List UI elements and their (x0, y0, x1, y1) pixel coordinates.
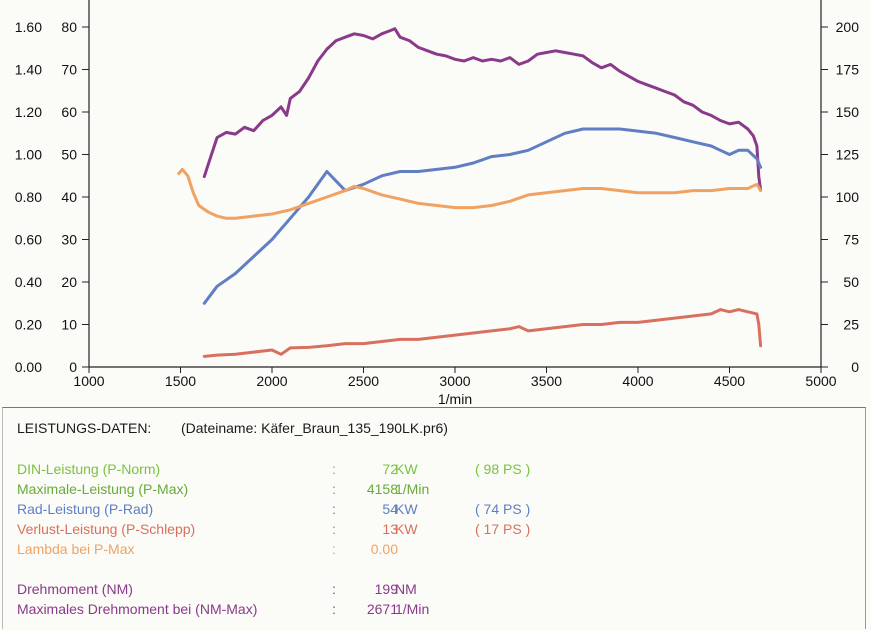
y-left-outer-tick-label: 0.00 (15, 359, 42, 375)
y-right-tick-label: 25 (843, 317, 859, 333)
row-unit: 1/Min (395, 601, 430, 617)
series-line-power-loss (202, 308, 763, 358)
row-unit: KW (395, 501, 418, 517)
y-left-outer-tick-label: 0.20 (15, 317, 42, 333)
row-colon: : (332, 521, 336, 537)
x-tick-label: 1500 (165, 373, 196, 389)
row-value: 0.00 (370, 541, 398, 557)
y-left-inner-tick-label: 10 (61, 317, 77, 333)
info-row: DIN-Leistung (P-Norm): 72 KW ( 98 PS ) (17, 461, 857, 479)
axis-ticks: 1000 1500 2000 2500 3000 3500 4000 4500 50000.00… (15, 19, 859, 389)
row-unit: KW (395, 461, 418, 477)
x-tick-label: 2000 (256, 373, 287, 389)
plot-frame (88, 0, 822, 368)
y-left-inner-tick-label: 70 (61, 62, 77, 78)
row-value: 4158 (366, 481, 398, 497)
info-row: Maximales Drehmoment bei (NM-Max): 2671 1/… (17, 601, 857, 619)
row-colon: : (332, 581, 336, 597)
series-line-lambda (177, 167, 763, 220)
row-label: Drehmoment (NM) (17, 581, 133, 597)
info-row: Drehmoment (NM): 199 NM (17, 581, 857, 599)
row-value: 2671 (366, 601, 398, 617)
dyno-chart: 1000 1500 2000 2500 3000 3500 4000 4500 50000.00… (15, 0, 859, 407)
row-label: Maximales Drehmoment bei (NM-Max) (17, 601, 258, 617)
row-colon: : (332, 461, 336, 477)
row-value: 54 (382, 501, 398, 517)
y-left-outer-tick-label: 1.20 (15, 104, 42, 120)
y-left-outer-tick-label: 0.80 (15, 189, 42, 205)
y-left-outer-tick-label: 0.60 (15, 232, 42, 248)
row-ps: ( 98 PS ) (475, 461, 531, 477)
info-row: Maximale-Leistung (P-Max): 4158 1/Min (17, 481, 857, 499)
y-left-inner-tick-label: 50 (61, 147, 77, 163)
y-left-inner-tick-label: 40 (61, 189, 77, 205)
x-tick-label: 4500 (714, 373, 745, 389)
row-value: 72 (382, 461, 398, 477)
row-value: 199 (374, 581, 398, 597)
row-label: Rad-Leistung (P-Rad) (17, 501, 154, 517)
series-line-power-rad (202, 127, 763, 305)
row-ps: ( 74 PS ) (475, 501, 531, 517)
x-tick-label: 1000 (73, 373, 104, 389)
y-left-inner-tick-label: 80 (61, 19, 77, 35)
y-left-outer-tick-label: 1.40 (15, 62, 42, 78)
x-tick-label: 2500 (348, 373, 379, 389)
row-ps: ( 17 PS ) (475, 521, 531, 537)
row-value: 13 (382, 521, 398, 537)
row-label: Maximale-Leistung (P-Max) (17, 481, 189, 497)
chart-series (177, 27, 763, 358)
x-axis-label: 1/min (438, 391, 472, 407)
y-right-tick-label: 125 (836, 147, 860, 163)
row-unit: NM (395, 581, 417, 597)
y-left-outer-tick-label: 1.00 (15, 147, 42, 163)
row-colon: : (332, 601, 336, 617)
row-label: DIN-Leistung (P-Norm) (17, 461, 161, 477)
info-row: Lambda bei P-Max: 0.00 (17, 541, 857, 559)
row-colon: : (332, 481, 336, 497)
row-unit: 1/Min (395, 481, 430, 497)
x-tick-label: 3500 (531, 373, 562, 389)
x-tick-label: 5000 (805, 373, 836, 389)
info-row: Verlust-Leistung (P-Schlepp): 13 KW ( 17 PS… (17, 521, 857, 539)
y-right-tick-label: 100 (836, 189, 860, 205)
y-left-outer-tick-label: 0.40 (15, 274, 42, 290)
y-left-outer-tick-label: 1.60 (15, 19, 42, 35)
file-name: (Dateiname: Käfer_Braun_135_190LK.pr6) (181, 420, 448, 436)
row-colon: : (332, 541, 336, 557)
panel-title: LEISTUNGS-DATEN: (17, 420, 152, 436)
y-right-tick-label: 75 (843, 232, 859, 248)
y-right-tick-label: 200 (836, 19, 860, 35)
x-tick-label: 3000 (439, 373, 470, 389)
y-right-tick-label: 150 (836, 104, 860, 120)
row-label: Verlust-Leistung (P-Schlepp) (17, 521, 196, 537)
info-row: Rad-Leistung (P-Rad): 54 KW ( 74 PS ) (17, 501, 857, 519)
y-right-tick-label: 0 (851, 359, 859, 375)
y-right-tick-label: 50 (843, 274, 859, 290)
performance-data-panel: LEISTUNGS-DATEN: (Dateiname: Käfer_Braun… (2, 407, 866, 629)
row-colon: : (332, 501, 336, 517)
y-right-tick-label: 175 (836, 62, 860, 78)
y-left-inner-tick-label: 60 (61, 104, 77, 120)
y-left-inner-tick-label: 30 (61, 232, 77, 248)
row-unit: KW (395, 521, 418, 537)
y-left-inner-tick-label: 20 (61, 274, 77, 290)
row-label: Lambda bei P-Max (17, 541, 135, 557)
x-tick-label: 4000 (622, 373, 653, 389)
series-line-torque (202, 27, 763, 192)
y-left-inner-tick-label: 0 (69, 359, 77, 375)
